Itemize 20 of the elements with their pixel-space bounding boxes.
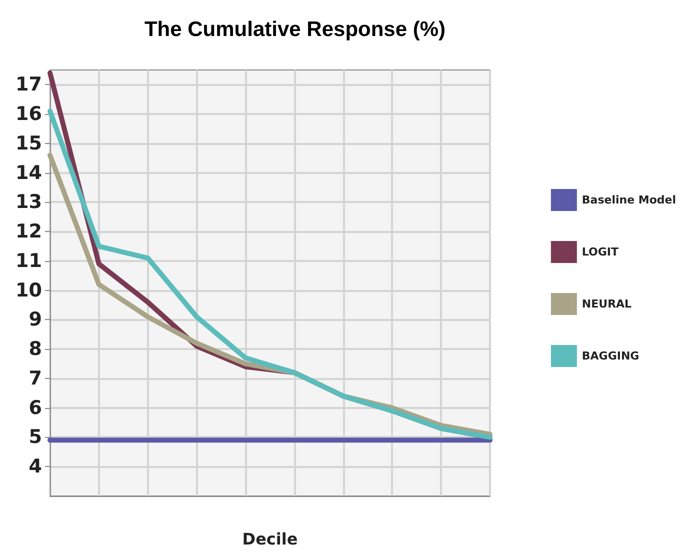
y-tick-label: 14 — [16, 162, 42, 184]
y-tick-label: 4 — [28, 456, 42, 478]
y-tick-label: 12 — [16, 220, 42, 243]
chart-title: The Cumulative Response (%) — [144, 18, 446, 41]
legend-label: NEURAL — [582, 298, 632, 310]
y-tick-label: 9 — [28, 308, 42, 331]
y-tick-label: 5 — [28, 426, 42, 448]
y-tick-label: 6 — [28, 396, 42, 419]
y-tick-label: 13 — [16, 191, 42, 214]
legend-label: Baseline Model — [582, 194, 676, 206]
x-axis-title: Decile — [242, 530, 298, 548]
legend-label: LOGIT — [582, 246, 620, 258]
y-tick-label: 16 — [16, 103, 42, 126]
legend-label: BAGGING — [582, 350, 640, 362]
y-tick-label: 15 — [16, 132, 42, 154]
y-tick-label: 7 — [28, 367, 42, 390]
y-tick-label: 17 — [16, 74, 42, 96]
y-tick-label: 11 — [16, 250, 42, 272]
y-tick-label: 10 — [16, 279, 42, 302]
y-tick-label: 8 — [28, 338, 42, 360]
